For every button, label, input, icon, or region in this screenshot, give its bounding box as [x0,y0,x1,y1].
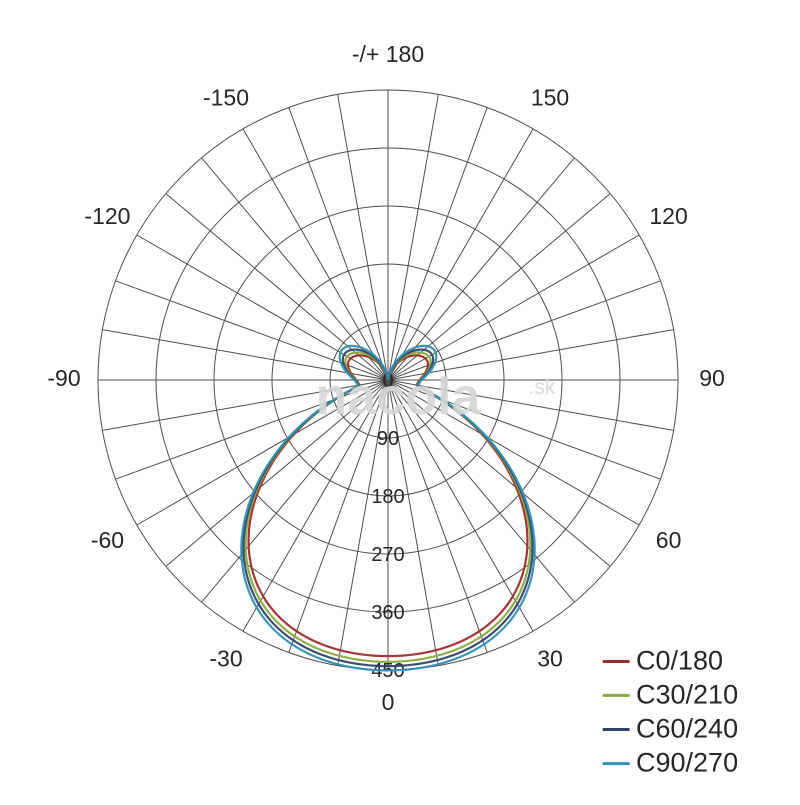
svg-text:C90/270: C90/270 [636,748,738,778]
svg-text:nacola: nacola [316,368,482,426]
svg-text:30: 30 [537,646,563,672]
svg-text:-/+ 180: -/+ 180 [352,41,424,67]
svg-text:90: 90 [377,428,399,450]
svg-text:90: 90 [699,365,725,391]
svg-text:60: 60 [656,527,682,553]
svg-text:120: 120 [649,203,687,229]
svg-text:360: 360 [371,602,404,624]
svg-text:150: 150 [531,84,569,110]
svg-text:C0/180: C0/180 [636,646,723,676]
svg-text:-120: -120 [84,203,130,229]
svg-text:-90: -90 [47,365,80,391]
svg-text:.sk: .sk [529,376,556,399]
svg-text:0: 0 [382,689,395,715]
svg-text:-30: -30 [209,646,242,672]
svg-text:-150: -150 [203,84,249,110]
svg-text:-60: -60 [91,527,124,553]
svg-text:C60/240: C60/240 [636,714,738,744]
svg-text:270: 270 [371,544,404,566]
svg-text:180: 180 [371,486,404,508]
svg-text:C30/210: C30/210 [636,679,738,709]
